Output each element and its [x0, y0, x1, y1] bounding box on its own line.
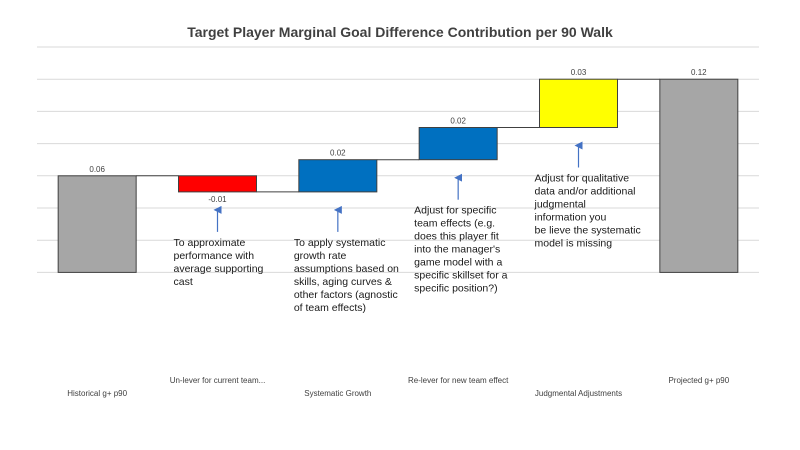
annotation-line: other factors (agnostic: [294, 289, 398, 301]
annotation-line: specific position?): [414, 283, 497, 295]
bar-2: [298, 159, 378, 193]
annotation-text-1: To apply systematic growth rate assumption…: [294, 237, 399, 314]
annotation-text-0: To approximate performance with average su…: [174, 237, 264, 288]
annotation-line: specific skillset for a: [414, 270, 508, 282]
annotation-line: model is missing: [535, 238, 613, 250]
category-label-1: Un-lever for current team...: [170, 376, 266, 385]
data-label-1: -0.01: [208, 195, 227, 204]
category-label-2: Systematic Growth: [304, 389, 371, 398]
data-labels: 0.06 -0.01 0.02 0.02 0.03 0.12: [89, 68, 707, 204]
annotation-line: Adjust for qualitative: [535, 173, 630, 185]
annotation-line: skills, aging curves &: [294, 276, 392, 288]
annotation-line: be lieve the systematic: [535, 225, 641, 237]
category-labels: Historical g+ p90 Un-lever for current te…: [67, 376, 729, 398]
data-label-4: 0.03: [571, 68, 587, 77]
annotation-line: To apply systematic: [294, 237, 386, 249]
annotation-line: cast: [174, 276, 193, 288]
chart-title: Target Player Marginal Goal Difference C…: [187, 24, 613, 40]
annotation-line: To approximate: [174, 237, 246, 249]
bars: [57, 78, 739, 273]
category-label-0: Historical g+ p90: [67, 389, 127, 398]
annotations: To approximate performance with average su…: [174, 141, 641, 314]
category-label-4: Judgmental Adjustments: [535, 389, 622, 398]
annotation-line: performance with: [174, 250, 255, 262]
annotation-line: growth rate: [294, 250, 347, 262]
annotation-text-2: Adjust for specific team effects (e.g. doe…: [414, 205, 508, 295]
annotation-line: team effects (e.g.: [414, 218, 495, 230]
annotation-line: does this player fit: [414, 231, 499, 243]
data-label-5: 0.12: [691, 68, 707, 77]
annotation-line: game model with a: [414, 257, 502, 269]
annotation-line: into the manager's: [414, 244, 500, 256]
bar-4: [539, 78, 618, 128]
annotation-line: average supporting: [174, 263, 264, 275]
data-label-0: 0.06: [89, 165, 105, 174]
bar-1: [178, 175, 257, 193]
category-label-5: Projected g+ p90: [668, 376, 729, 385]
annotation-line: Adjust for specific: [414, 205, 496, 217]
bar-5: [659, 78, 739, 273]
annotation-line: data and/or additional: [535, 186, 636, 198]
connectors: [136, 78, 660, 193]
annotation-line: of team effects): [294, 302, 366, 314]
data-label-3: 0.02: [450, 117, 466, 126]
annotation-text-3: Adjust for qualitative data and/or additi…: [534, 173, 641, 250]
annotation-line: judgmental: [534, 199, 586, 211]
category-label-3: Re-lever for new team effect: [408, 376, 509, 385]
annotation-line: assumptions based on: [294, 263, 399, 275]
annotation-line: information you: [535, 212, 607, 224]
data-label-2: 0.02: [330, 149, 346, 158]
bar-3: [418, 127, 498, 161]
bar-0: [57, 175, 137, 273]
